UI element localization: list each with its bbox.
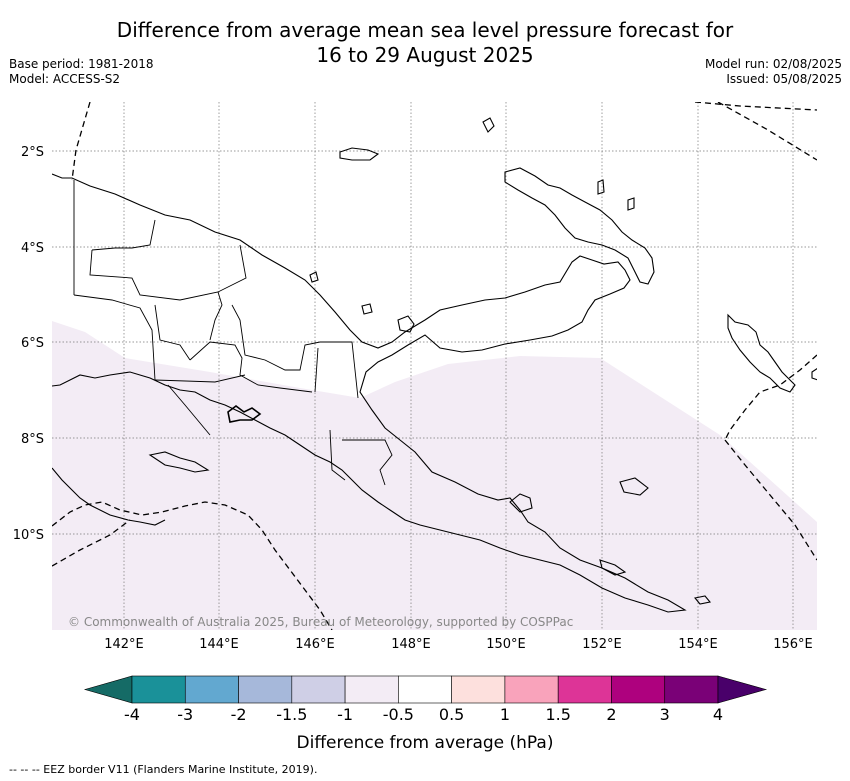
lat-label: 10°S bbox=[13, 528, 44, 543]
colorbar-tick-label: 0.5 bbox=[439, 705, 464, 724]
lon-label: 156°E bbox=[773, 637, 813, 652]
island-coast bbox=[597, 179, 605, 195]
colorbar-segment bbox=[291, 675, 346, 704]
model-run: Model run: 02/08/2025 bbox=[704, 57, 842, 71]
colorbar-tick-label: 4 bbox=[713, 705, 723, 724]
colorbar-extend-high bbox=[717, 675, 768, 704]
colorbar-segment bbox=[398, 675, 452, 704]
colorbar-segment bbox=[504, 675, 559, 704]
cape-york-coast bbox=[52, 467, 166, 526]
chart-title: Difference from average mean sea level p… bbox=[0, 18, 850, 68]
lon-label: 142°E bbox=[104, 637, 144, 652]
lat-label: 8°S bbox=[21, 432, 44, 447]
longitude-labels: 142°E 144°E 146°E 148°E 150°E 152°E 154°… bbox=[104, 637, 813, 652]
island-coast bbox=[397, 315, 415, 333]
colorbar-tick-label: 3 bbox=[660, 705, 670, 724]
colorbar-tick-label: 2 bbox=[606, 705, 616, 724]
eez-legend: -- -- -- EEZ border V11 (Flanders Marine… bbox=[9, 763, 318, 776]
province-borders bbox=[73, 180, 393, 486]
lat-label: 2°S bbox=[21, 145, 44, 160]
colorbar-tick-label: -0.5 bbox=[383, 705, 414, 724]
lon-label: 148°E bbox=[391, 637, 431, 652]
island-coast bbox=[509, 493, 533, 513]
copyright-notice: © Commonwealth of Australia 2025, Bureau… bbox=[68, 615, 573, 629]
base-period: Base period: 1981-2018 bbox=[9, 57, 154, 71]
island-coast bbox=[309, 271, 319, 283]
colorbar-tick-label: -1 bbox=[337, 705, 353, 724]
island-coast bbox=[361, 303, 373, 315]
colorbar-segment bbox=[451, 675, 506, 704]
new-guinea-coast bbox=[52, 173, 687, 613]
lon-label: 152°E bbox=[582, 637, 622, 652]
island-coast bbox=[482, 117, 495, 133]
colorbar bbox=[83, 675, 768, 704]
lon-label: 154°E bbox=[678, 637, 718, 652]
colorbar-tick-label: -2 bbox=[231, 705, 247, 724]
colorbar-extend-low bbox=[83, 675, 133, 704]
colorbar-segment bbox=[131, 675, 186, 704]
title-line-1: Difference from average mean sea level p… bbox=[116, 18, 734, 42]
colorbar-segment bbox=[664, 675, 719, 704]
new-ireland-coast bbox=[727, 313, 796, 393]
meta-right: Model run: 02/08/2025 Issued: 05/08/2025 bbox=[705, 57, 842, 87]
colorbar-tick-label: 1.5 bbox=[545, 705, 570, 724]
reef-islands bbox=[227, 405, 262, 423]
colorbar-segment bbox=[611, 675, 666, 704]
lon-label: 150°E bbox=[486, 637, 526, 652]
meta-left: Base period: 1981-2018 Model: ACCESS-S2 bbox=[9, 57, 154, 87]
lon-label: 144°E bbox=[199, 637, 239, 652]
new-britain-coast bbox=[504, 167, 655, 285]
map-gridlines bbox=[52, 102, 817, 630]
island-coast bbox=[599, 559, 627, 576]
colorbar-label: Difference from average (hPa) bbox=[297, 733, 554, 753]
map-area: © Commonwealth of Australia 2025, Bureau… bbox=[52, 102, 817, 630]
island-coast bbox=[619, 477, 649, 496]
title-line-2: 16 to 29 August 2025 bbox=[316, 43, 534, 67]
coastlines bbox=[52, 117, 817, 613]
pressure-anomaly-shading bbox=[52, 321, 817, 630]
eez-borders bbox=[52, 102, 817, 630]
colorbar-tick-label: 1 bbox=[500, 705, 510, 724]
issued-date: Issued: 05/08/2025 bbox=[726, 72, 842, 86]
colorbar-tick-label: -4 bbox=[124, 705, 140, 724]
lat-label: 6°S bbox=[21, 336, 44, 351]
lat-label: 4°S bbox=[21, 241, 44, 256]
fly-delta bbox=[148, 451, 210, 473]
colorbar-tick-label: -1.5 bbox=[276, 705, 307, 724]
island-coast bbox=[339, 147, 380, 161]
island-coast bbox=[811, 368, 817, 381]
colorbar-segment bbox=[557, 675, 612, 704]
colorbar-segment bbox=[344, 675, 399, 704]
island-coast bbox=[627, 197, 635, 211]
colorbar-segment bbox=[184, 675, 239, 704]
model-name: Model: ACCESS-S2 bbox=[9, 72, 121, 86]
island-coast bbox=[693, 595, 712, 605]
colorbar-ticks: -4 -3 -2 -1.5 -1 -0.5 0.5 1 1.5 2 3 4 bbox=[124, 705, 723, 724]
latitude-labels: 2°S 4°S 6°S 8°S 10°S bbox=[13, 145, 44, 543]
colorbar-tick-label: -3 bbox=[177, 705, 193, 724]
lon-label: 146°E bbox=[295, 637, 335, 652]
colorbar-segment bbox=[238, 675, 293, 704]
